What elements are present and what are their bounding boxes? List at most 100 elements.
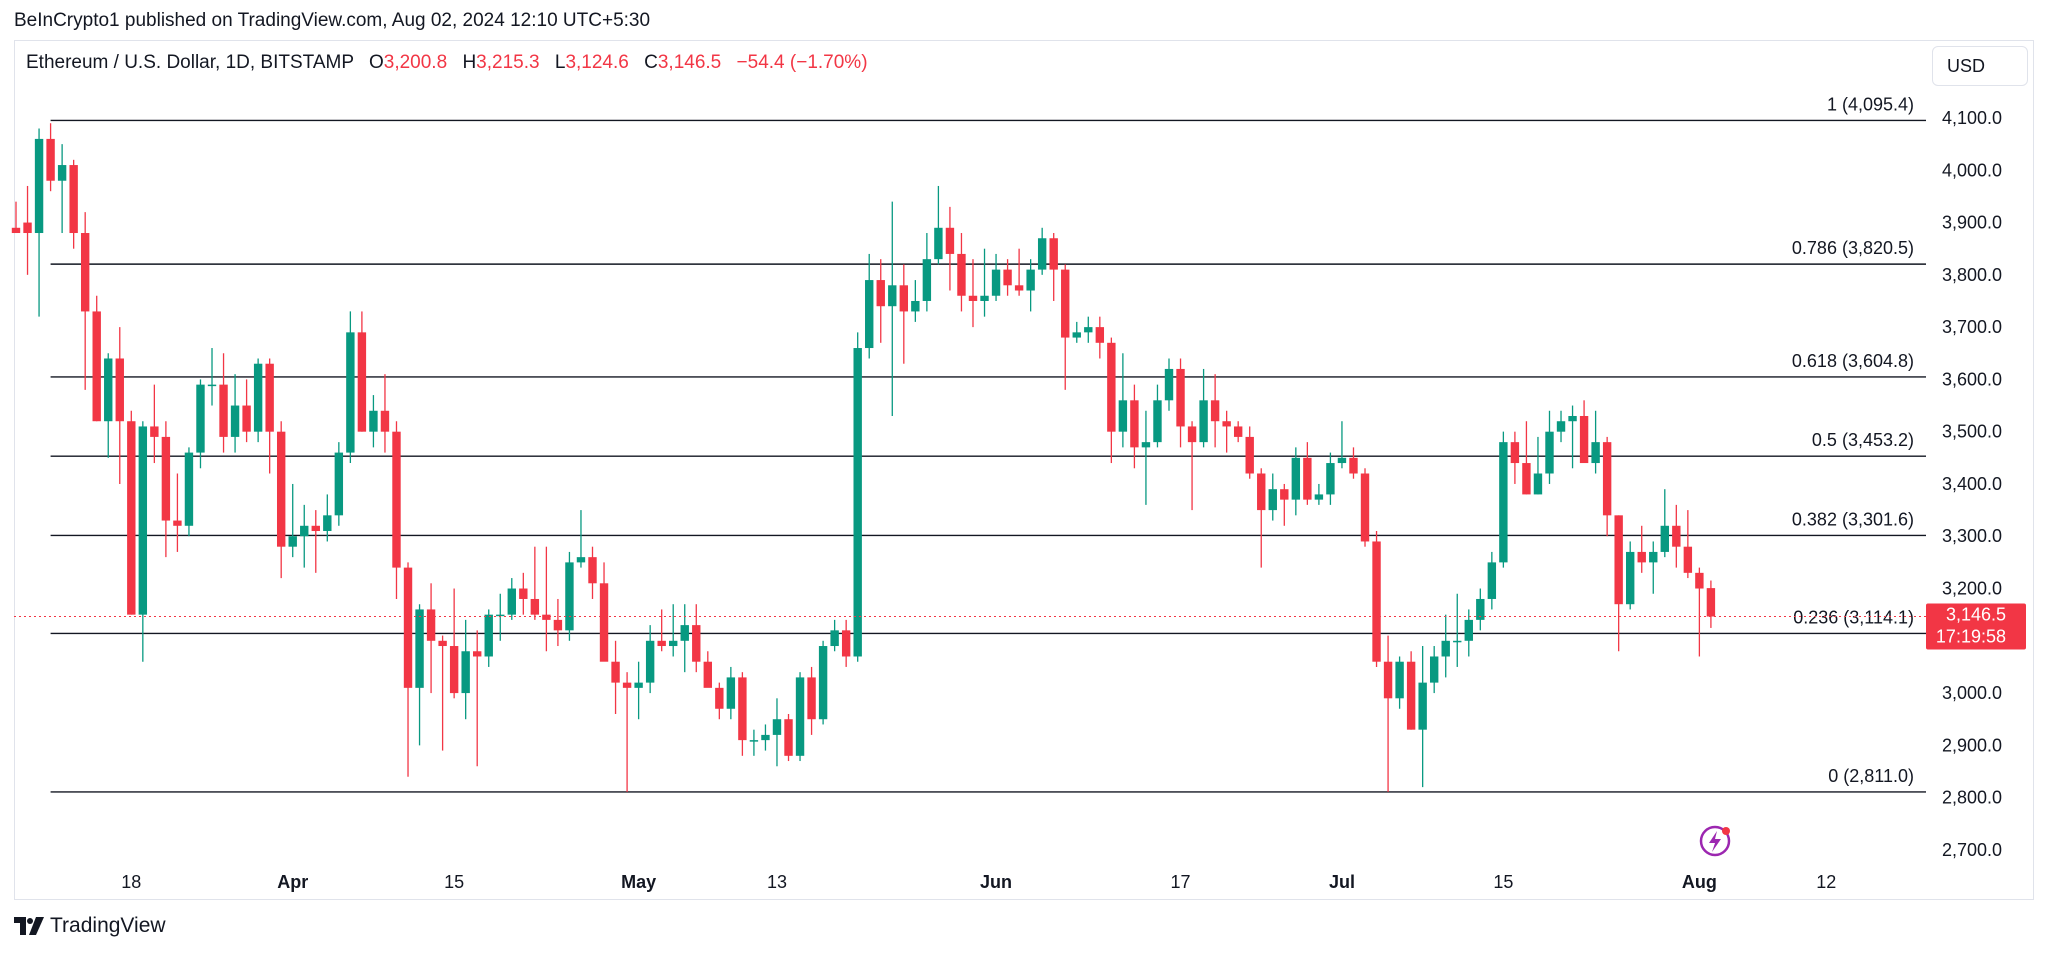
- candle-body[interactable]: [403, 567, 413, 688]
- candle-body[interactable]: [841, 630, 851, 657]
- candle-body[interactable]: [1072, 332, 1081, 338]
- candle-body[interactable]: [1095, 327, 1105, 343]
- candle-body[interactable]: [242, 405, 251, 432]
- candle-body[interactable]: [553, 619, 563, 631]
- candle-body[interactable]: [680, 625, 689, 641]
- candle-body[interactable]: [542, 614, 551, 620]
- candle-body[interactable]: [1626, 551, 1635, 605]
- candle-body[interactable]: [888, 285, 897, 307]
- candle-body[interactable]: [1591, 442, 1600, 464]
- candle-body[interactable]: [357, 332, 367, 432]
- candle-body[interactable]: [1084, 327, 1093, 333]
- candle-body[interactable]: [945, 227, 955, 254]
- candle-body[interactable]: [127, 421, 136, 615]
- candle-body[interactable]: [1257, 473, 1266, 511]
- candle-body[interactable]: [1683, 546, 1693, 573]
- candle-body[interactable]: [1003, 269, 1012, 286]
- candle-body[interactable]: [1245, 436, 1254, 474]
- candle-body[interactable]: [876, 280, 885, 307]
- candle-body[interactable]: [1037, 238, 1047, 270]
- candle-body[interactable]: [1280, 489, 1289, 500]
- candle-body[interactable]: [1107, 342, 1116, 432]
- candle-body[interactable]: [1453, 640, 1462, 643]
- candle-body[interactable]: [484, 614, 493, 657]
- candle-body[interactable]: [92, 311, 101, 422]
- candle-body[interactable]: [830, 630, 839, 647]
- candle-body[interactable]: [669, 640, 678, 647]
- candle-body[interactable]: [772, 719, 782, 735]
- candle-body[interactable]: [611, 661, 620, 683]
- candle-body[interactable]: [576, 557, 586, 563]
- candle-body[interactable]: [1303, 457, 1312, 500]
- candle-body[interactable]: [1130, 400, 1139, 448]
- candle-body[interactable]: [922, 259, 932, 301]
- candle-body[interactable]: [1337, 457, 1347, 464]
- candle-body[interactable]: [334, 452, 344, 516]
- candle-body[interactable]: [1291, 457, 1301, 500]
- candle-body[interactable]: [1372, 541, 1381, 662]
- candle-body[interactable]: [80, 233, 90, 312]
- candle-body[interactable]: [496, 614, 505, 617]
- candle-body[interactable]: [899, 285, 909, 312]
- candle-body[interactable]: [818, 646, 828, 720]
- candle-body[interactable]: [1649, 551, 1658, 563]
- candle-body[interactable]: [1199, 400, 1208, 443]
- candle-body[interactable]: [1268, 489, 1277, 511]
- candle-body[interactable]: [1429, 656, 1439, 683]
- candle-body[interactable]: [69, 165, 78, 234]
- candle-body[interactable]: [1233, 426, 1243, 437]
- candle-body[interactable]: [1487, 562, 1497, 599]
- candle-body[interactable]: [1187, 426, 1197, 443]
- candle-body[interactable]: [749, 740, 759, 742]
- candle-body[interactable]: [1533, 473, 1543, 495]
- candle-body[interactable]: [1141, 442, 1151, 448]
- candle-body[interactable]: [1499, 442, 1508, 563]
- candle-body[interactable]: [23, 222, 32, 234]
- candle-body[interactable]: [1406, 661, 1416, 730]
- candle-body[interactable]: [34, 138, 44, 234]
- candle-body[interactable]: [392, 431, 401, 568]
- candle-body[interactable]: [1314, 494, 1324, 500]
- candle-body[interactable]: [196, 384, 205, 453]
- candle-body[interactable]: [461, 651, 470, 694]
- candle-body[interactable]: [115, 358, 124, 422]
- candle-body[interactable]: [230, 405, 240, 437]
- candle-body[interactable]: [1418, 682, 1427, 730]
- candle-body[interactable]: [207, 384, 217, 387]
- candle-body[interactable]: [1061, 269, 1070, 338]
- candle-body[interactable]: [1176, 368, 1185, 427]
- candle-body[interactable]: [703, 661, 712, 688]
- candle-body[interactable]: [911, 300, 920, 312]
- candle-body[interactable]: [588, 557, 597, 584]
- candle-body[interactable]: [1164, 368, 1174, 401]
- candle-body[interactable]: [1383, 661, 1393, 699]
- candle-body[interactable]: [288, 536, 297, 547]
- candle-body[interactable]: [265, 363, 274, 432]
- candle-body[interactable]: [1637, 551, 1646, 563]
- candle-body[interactable]: [761, 734, 770, 741]
- candle-body[interactable]: [622, 682, 632, 688]
- candle-body[interactable]: [449, 646, 459, 694]
- candle-body[interactable]: [1579, 415, 1589, 464]
- candle-body[interactable]: [634, 682, 643, 688]
- candle-body[interactable]: [311, 525, 320, 532]
- footer-brand[interactable]: TradingView: [14, 914, 166, 938]
- candle-body[interactable]: [1706, 588, 1716, 617]
- candle-body[interactable]: [692, 625, 701, 662]
- candle-body[interactable]: [1441, 640, 1450, 657]
- candle-body[interactable]: [1556, 421, 1566, 432]
- candle-body[interactable]: [1614, 515, 1623, 605]
- candle-body[interactable]: [1568, 415, 1577, 422]
- candle-body[interactable]: [865, 280, 874, 349]
- candle-body[interactable]: [173, 520, 182, 526]
- candle-body[interactable]: [1210, 400, 1220, 422]
- candle-body[interactable]: [507, 588, 516, 615]
- candle-body[interactable]: [738, 677, 747, 741]
- candle-body[interactable]: [795, 677, 805, 756]
- candle-body[interactable]: [426, 609, 436, 641]
- lightning-icon[interactable]: [1699, 825, 1731, 857]
- candle-body[interactable]: [853, 348, 862, 657]
- candle-body[interactable]: [991, 269, 1001, 296]
- candle-body[interactable]: [346, 332, 355, 453]
